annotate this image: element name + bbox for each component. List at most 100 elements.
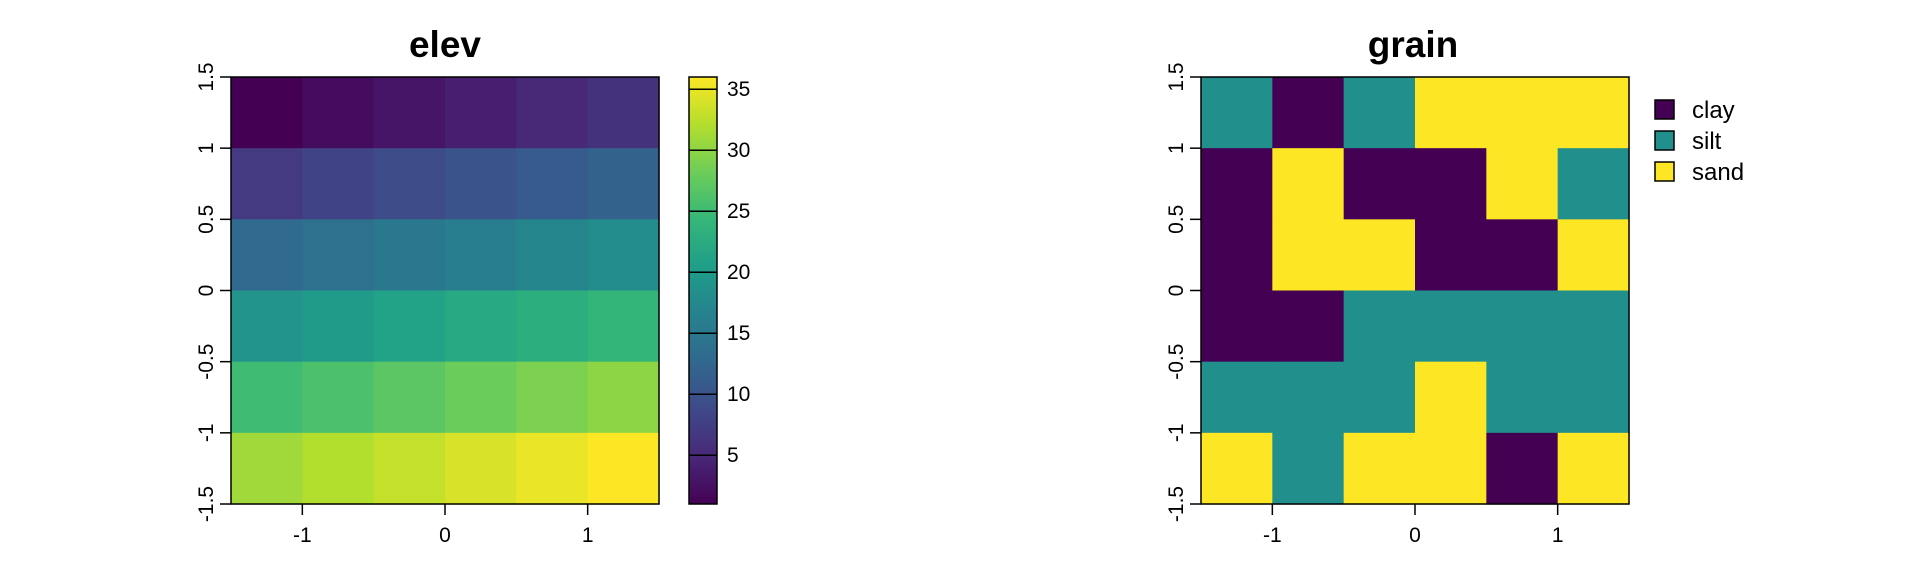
grain-x-tick-label: 0 bbox=[1409, 524, 1421, 547]
grain-cell bbox=[1272, 219, 1345, 292]
grain-legend-label: silt bbox=[1692, 128, 1722, 155]
grain-title: grain bbox=[1368, 24, 1458, 65]
elev-cell bbox=[373, 432, 446, 505]
grain-cell bbox=[1343, 77, 1416, 149]
grain-cell bbox=[1201, 148, 1273, 220]
elev-x-tick-label: 1 bbox=[582, 524, 594, 547]
grain-legend-swatch bbox=[1654, 99, 1675, 120]
elev-cell bbox=[445, 219, 517, 292]
elev-colorbar-tick-label: 35 bbox=[727, 78, 750, 101]
grain-panel: grain -1 0 1 -1.5 -1 -0.5 0 0.5 1 1.5 clay silt sa… bbox=[1165, 24, 1744, 547]
grain-y-tick-label: -0.5 bbox=[1165, 344, 1188, 380]
elev-y-axis: -1.5 -1 -0.5 0 0.5 1 1.5 bbox=[195, 62, 231, 522]
grain-legend-swatch bbox=[1654, 161, 1675, 182]
grain-cell bbox=[1557, 148, 1630, 220]
grain-cell bbox=[1272, 148, 1345, 220]
elev-cell bbox=[302, 432, 375, 505]
grain-cell bbox=[1557, 290, 1630, 363]
grain-y-tick-label: 0.5 bbox=[1165, 205, 1188, 234]
grain-x-axis: -1 0 1 bbox=[1263, 504, 1564, 547]
grain-cell bbox=[1415, 290, 1487, 363]
grain-cell bbox=[1486, 219, 1559, 292]
elev-cell bbox=[302, 219, 375, 292]
elev-cell bbox=[373, 361, 446, 434]
elev-cell bbox=[516, 432, 589, 505]
elev-y-tick-label: 1.5 bbox=[195, 62, 218, 91]
elev-x-tick-label: 0 bbox=[439, 524, 451, 547]
elev-panel: elev -1 0 1 -1.5 -1 -0.5 0 0.5 1 1.5 5 10 15 20 25 30… bbox=[195, 24, 750, 547]
grain-y-tick-label: 0 bbox=[1165, 285, 1188, 297]
elev-cell bbox=[302, 148, 375, 220]
grain-cell bbox=[1415, 219, 1487, 292]
elev-cell bbox=[516, 77, 589, 149]
elev-cell bbox=[516, 219, 589, 292]
grain-cell bbox=[1201, 432, 1273, 505]
elev-cell bbox=[302, 77, 375, 149]
grain-cell bbox=[1343, 219, 1416, 292]
grain-cell bbox=[1415, 432, 1487, 505]
grain-raster bbox=[1201, 77, 1630, 505]
elev-cell bbox=[587, 77, 660, 149]
grain-cell bbox=[1272, 361, 1345, 434]
grain-y-tick-label: 1 bbox=[1165, 142, 1188, 154]
elev-colorbar-border bbox=[688, 76, 718, 505]
elev-colorbar: 5 10 15 20 25 30 35 bbox=[688, 76, 750, 505]
elev-y-tick-label: 0.5 bbox=[195, 205, 218, 234]
grain-y-tick-label: -1 bbox=[1165, 423, 1188, 442]
grain-cell bbox=[1201, 77, 1273, 149]
elev-cell bbox=[231, 148, 303, 220]
elev-cell bbox=[445, 361, 517, 434]
grain-cell bbox=[1486, 290, 1559, 363]
grain-cell bbox=[1557, 361, 1630, 434]
elev-cell bbox=[302, 290, 375, 363]
elev-cell bbox=[587, 361, 660, 434]
grain-cell bbox=[1343, 148, 1416, 220]
grain-y-tick-label: -1.5 bbox=[1165, 486, 1188, 522]
elev-cell bbox=[445, 148, 517, 220]
grain-cell bbox=[1343, 361, 1416, 434]
elev-colorbar-tick-label: 25 bbox=[727, 200, 750, 223]
elev-cell bbox=[231, 361, 303, 434]
elev-cell bbox=[373, 148, 446, 220]
grain-cell bbox=[1272, 77, 1345, 149]
elev-cell bbox=[516, 361, 589, 434]
grain-cell bbox=[1557, 219, 1630, 292]
grain-cell bbox=[1272, 290, 1345, 363]
grain-cell bbox=[1343, 290, 1416, 363]
elev-colorbar-gradient bbox=[689, 77, 717, 504]
elev-cell bbox=[231, 219, 303, 292]
elev-x-axis: -1 0 1 bbox=[293, 504, 594, 547]
elev-title: elev bbox=[409, 24, 481, 65]
grain-legend-label: clay bbox=[1692, 97, 1735, 124]
elev-cell bbox=[231, 77, 303, 149]
elev-cell bbox=[516, 148, 589, 220]
grain-y-tick-label: 1.5 bbox=[1165, 62, 1188, 91]
grain-legend-label: sand bbox=[1692, 159, 1744, 186]
elev-cell bbox=[231, 290, 303, 363]
grain-cell bbox=[1486, 432, 1559, 505]
elev-y-tick-label: -1 bbox=[195, 423, 218, 442]
grain-cell bbox=[1201, 219, 1273, 292]
grain-cell bbox=[1272, 432, 1345, 505]
elev-y-tick-label: 1 bbox=[195, 142, 218, 154]
elev-x-tick-label: -1 bbox=[293, 524, 312, 547]
elev-cell bbox=[373, 290, 446, 363]
grain-cell bbox=[1557, 77, 1630, 149]
elev-cell bbox=[373, 219, 446, 292]
elev-cell bbox=[587, 148, 660, 220]
elev-cell bbox=[445, 432, 517, 505]
grain-cell bbox=[1486, 148, 1559, 220]
grain-x-tick-label: 1 bbox=[1552, 524, 1564, 547]
elev-cell bbox=[445, 290, 517, 363]
grain-y-axis: -1.5 -1 -0.5 0 0.5 1 1.5 bbox=[1165, 62, 1201, 522]
elev-cell bbox=[373, 77, 446, 149]
grain-cell bbox=[1557, 432, 1630, 505]
grain-legend-swatch bbox=[1654, 130, 1675, 151]
grain-cell bbox=[1486, 77, 1559, 149]
grain-cell bbox=[1343, 432, 1416, 505]
grain-cell bbox=[1486, 361, 1559, 434]
grain-cell bbox=[1415, 148, 1487, 220]
elev-colorbar-tick-label: 30 bbox=[727, 139, 750, 162]
elev-colorbar-tick-label: 10 bbox=[727, 383, 750, 406]
